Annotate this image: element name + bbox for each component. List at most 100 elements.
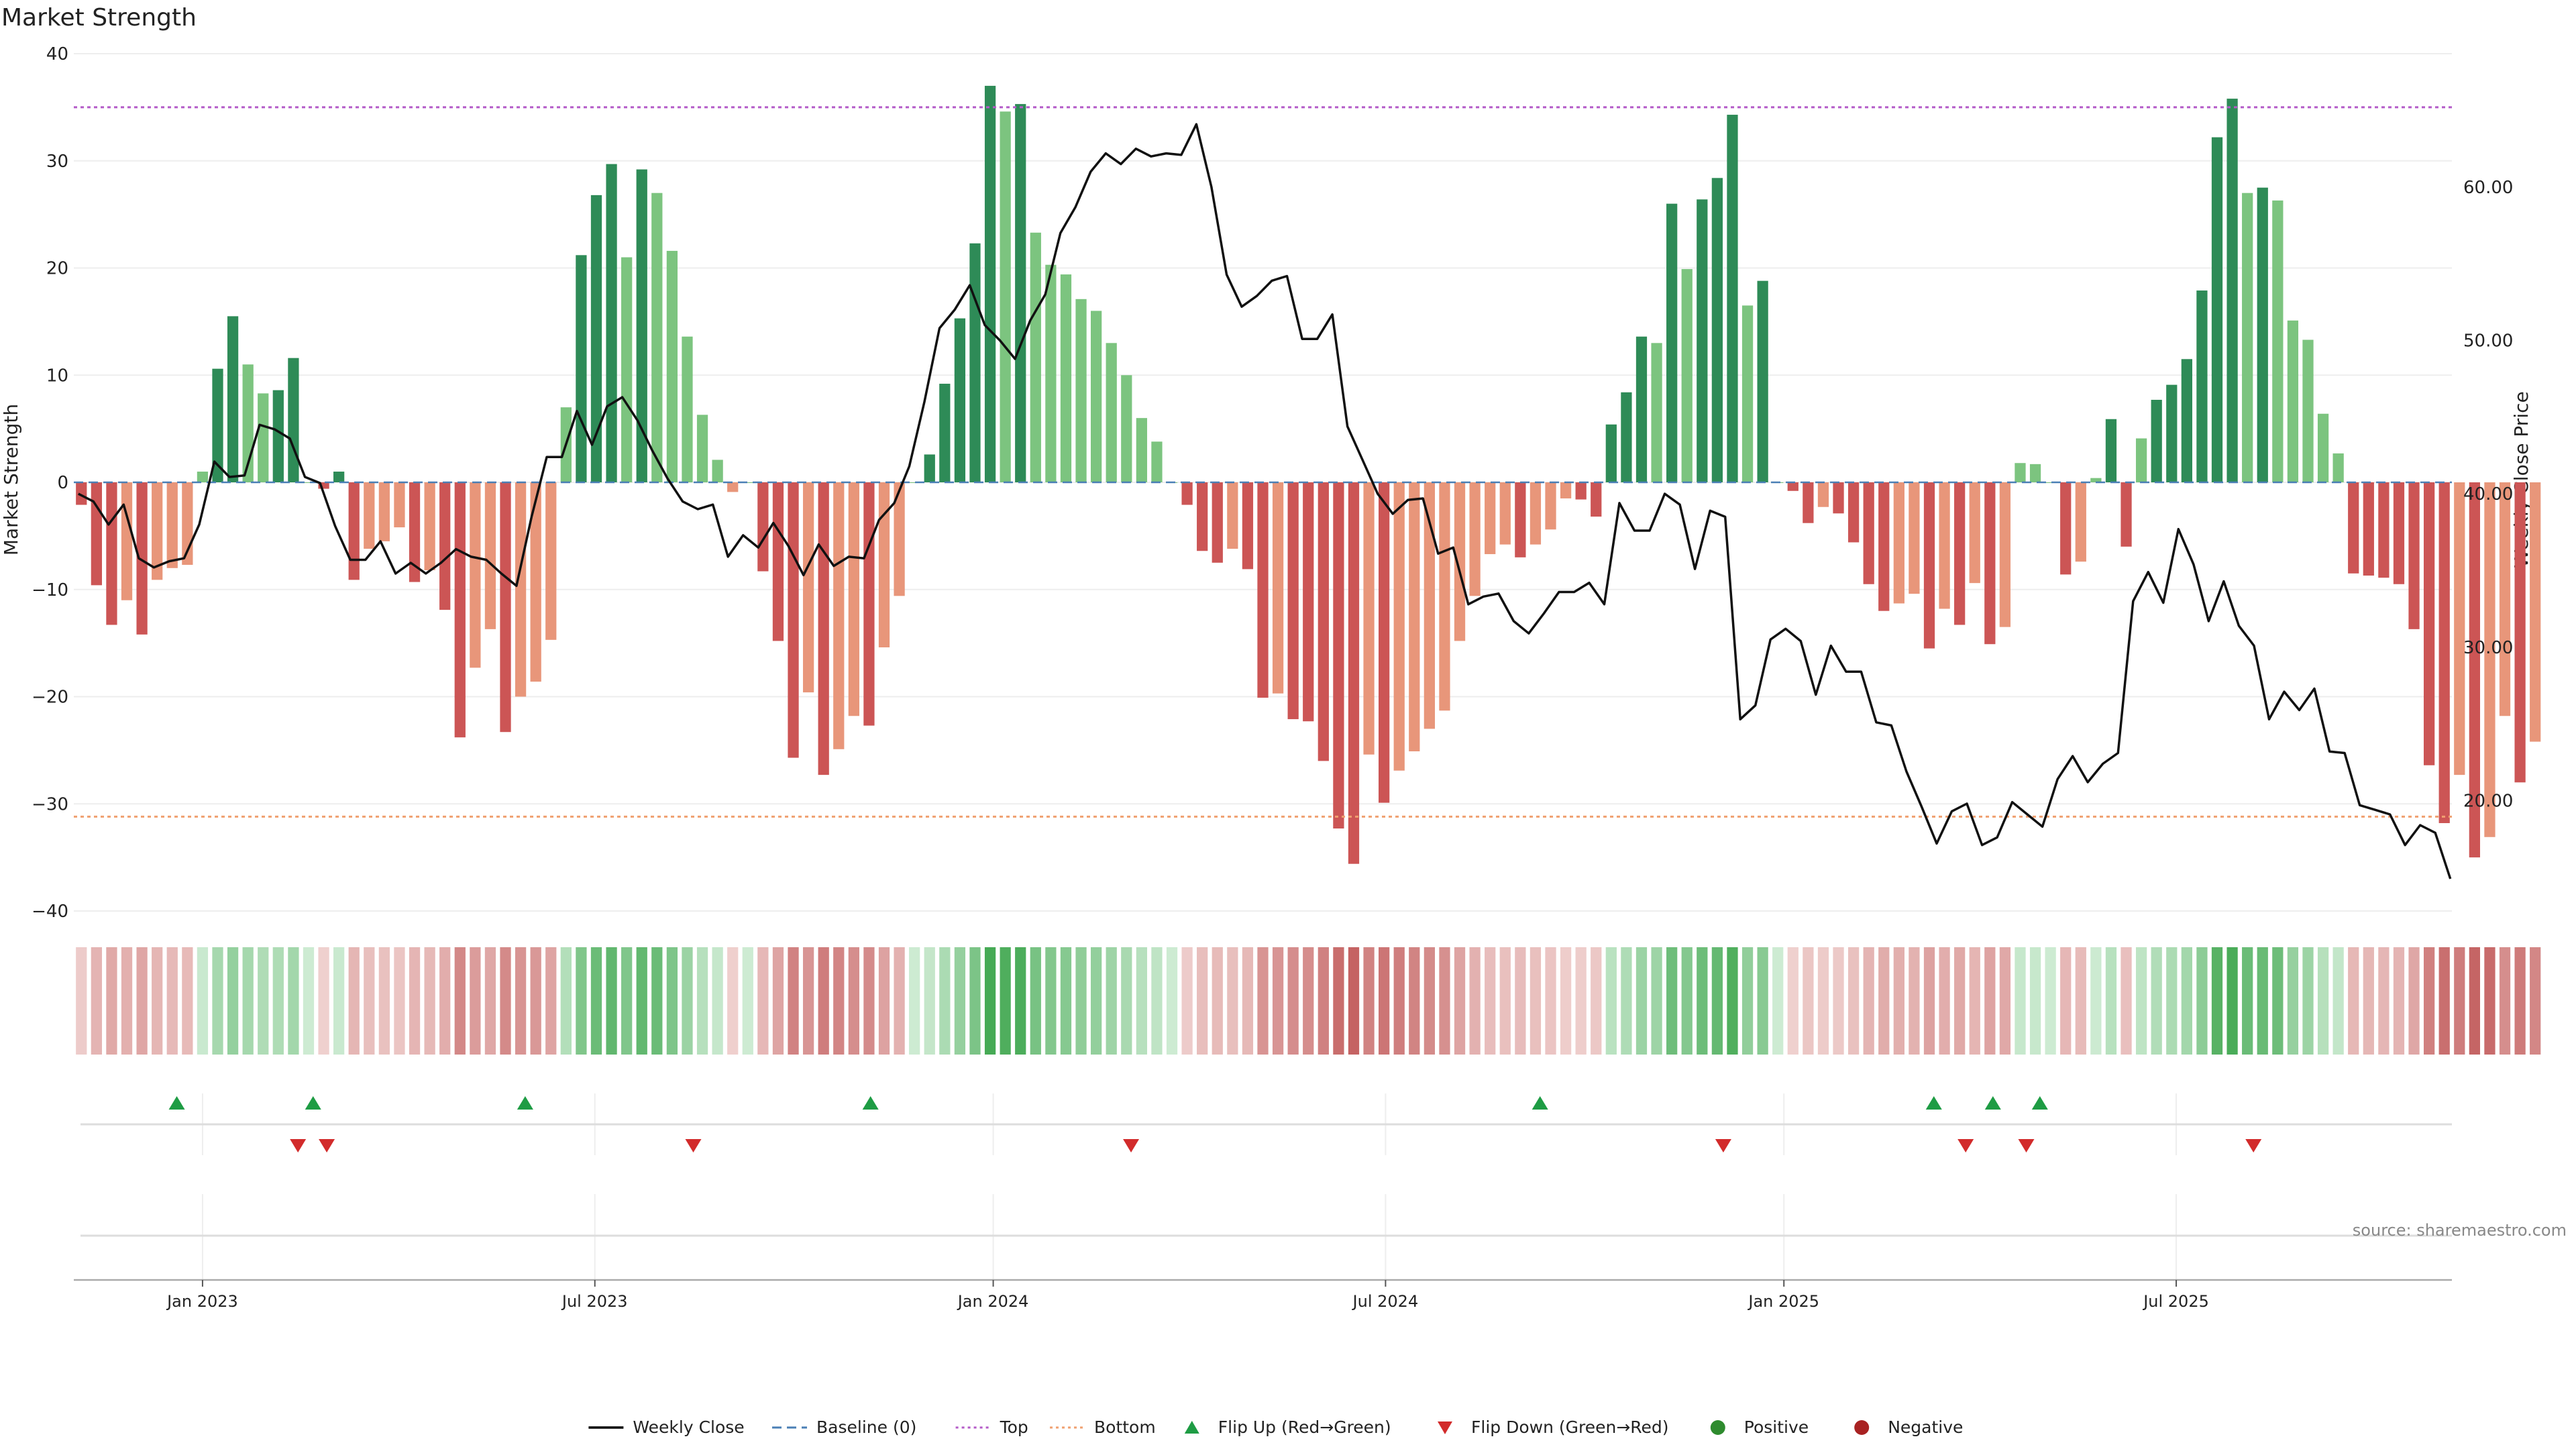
strength-bar xyxy=(1287,482,1299,720)
strength-bar xyxy=(1379,482,1390,803)
heat-cell xyxy=(1954,947,1966,1055)
heat-cell xyxy=(545,947,557,1055)
heat-cell xyxy=(621,947,633,1055)
heat-cell xyxy=(2029,947,2041,1055)
strength-bar xyxy=(1954,482,1966,625)
heat-cell xyxy=(1393,947,1405,1055)
heat-cell xyxy=(1727,947,1738,1055)
heat-cell xyxy=(2166,947,2178,1055)
heat-cell xyxy=(894,947,905,1055)
strength-bar xyxy=(2348,482,2359,574)
strength-bar xyxy=(1181,482,1193,505)
heat-cell xyxy=(1999,947,2011,1055)
strength-bar xyxy=(1454,482,1466,641)
legend-item: Positive xyxy=(1710,1417,1809,1437)
strength-bar xyxy=(2317,413,2329,482)
legend-item: Flip Up (Red→Green) xyxy=(1184,1417,1391,1437)
strength-bar xyxy=(258,393,269,482)
heat-cell xyxy=(1121,947,1132,1055)
flip-down-marker xyxy=(2245,1139,2262,1152)
strength-bar xyxy=(1000,111,1011,482)
strength-bar xyxy=(2484,482,2496,837)
flip-up-marker xyxy=(1984,1096,2001,1110)
heat-cell xyxy=(2015,947,2026,1055)
legend: Weekly Close Baseline (0) Top Bottom Flip Up… xyxy=(588,1417,1963,1437)
heat-cell xyxy=(1575,947,1587,1055)
flip-up-marker xyxy=(168,1096,185,1110)
heat-cell xyxy=(1711,947,1723,1055)
strength-bar xyxy=(2090,478,2102,482)
heat-cell xyxy=(500,947,511,1055)
heat-cell xyxy=(1227,947,1238,1055)
flip-up-marker xyxy=(517,1096,533,1110)
heat-cell xyxy=(424,947,435,1055)
strength-bar xyxy=(1817,482,1829,507)
strength-bar xyxy=(1242,482,1254,570)
heat-cell xyxy=(590,947,602,1055)
strength-bar xyxy=(621,257,633,482)
heat-cell xyxy=(2302,947,2314,1055)
strength-bar xyxy=(152,482,163,580)
strength-bar xyxy=(348,482,360,580)
strength-bar xyxy=(364,482,375,549)
strength-bar xyxy=(1893,482,1904,604)
legend-label: Weekly Close xyxy=(633,1417,744,1437)
strength-bar xyxy=(2029,464,2041,482)
heat-cell xyxy=(1015,947,1026,1055)
weekly-close-line xyxy=(78,123,2452,879)
strength-bar xyxy=(212,368,223,482)
flip-down-marker xyxy=(1715,1139,1731,1152)
heat-cell xyxy=(1878,947,1890,1055)
legend-item: Baseline (0) xyxy=(772,1417,916,1437)
strength-bar xyxy=(2454,482,2465,775)
heat-cell xyxy=(1681,947,1693,1055)
strength-bar xyxy=(470,482,481,668)
heat-cell xyxy=(924,947,935,1055)
strength-bar xyxy=(757,482,769,572)
strength-bar xyxy=(712,460,723,482)
legend-label: Positive xyxy=(1744,1417,1809,1437)
right-tick-label: 20.00 xyxy=(2463,791,2513,811)
strength-bar xyxy=(1999,482,2011,627)
legend-label: Negative xyxy=(1888,1417,1963,1437)
legend-item: Bottom xyxy=(1050,1417,1156,1437)
strength-bar xyxy=(530,482,541,682)
legend-item: Top xyxy=(955,1417,1028,1437)
right-tick-label: 40.00 xyxy=(2463,484,2513,504)
heat-cell xyxy=(409,947,421,1055)
strength-bar xyxy=(227,316,239,482)
strength-bar xyxy=(2226,99,2238,483)
flip-up-marker xyxy=(2031,1096,2048,1110)
strength-bar xyxy=(1666,203,1678,482)
legend-swatch xyxy=(1854,1420,1870,1435)
left-axis-label: Market Strength xyxy=(0,404,22,555)
strength-bar xyxy=(1439,482,1450,711)
heat-cell xyxy=(1242,947,1254,1055)
heat-cell xyxy=(1772,947,1784,1055)
heat-cell xyxy=(969,947,981,1055)
strength-bar xyxy=(1015,104,1026,482)
heat-cell xyxy=(364,947,375,1055)
heat-cell xyxy=(1409,947,1420,1055)
strength-bar xyxy=(2469,482,2480,858)
heat-cell xyxy=(2363,947,2374,1055)
strength-bar xyxy=(576,255,587,482)
strength-bar xyxy=(197,472,209,482)
heat-cell xyxy=(833,947,845,1055)
strength-bar xyxy=(1106,343,1117,482)
heat-cell xyxy=(560,947,572,1055)
strength-bar xyxy=(1515,482,1526,557)
heat-cell xyxy=(2151,947,2162,1055)
strength-bar xyxy=(166,482,178,568)
left-tick-label: 20 xyxy=(46,259,68,279)
heat-cell xyxy=(258,947,269,1055)
strength-bar xyxy=(1318,482,1329,761)
strength-bar xyxy=(2045,482,2056,483)
strength-heat-strip xyxy=(76,947,2541,1055)
strength-bar xyxy=(1681,269,1693,482)
heat-cell xyxy=(2272,947,2284,1055)
heat-cell xyxy=(439,947,451,1055)
strength-bar xyxy=(636,169,647,482)
heat-cell xyxy=(1757,947,1768,1055)
